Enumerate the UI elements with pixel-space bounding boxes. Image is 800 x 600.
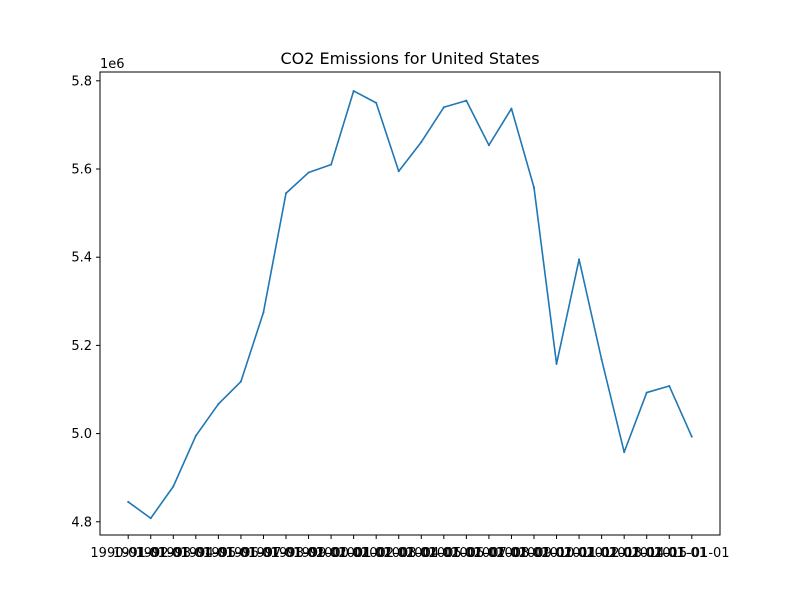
x-tick-label: 2013-01-01 [609,546,685,561]
data-point [397,170,400,173]
x-tick-label: 2012-01-01 [586,546,662,561]
x-tick-label: 2003-01-01 [383,546,459,561]
x-tick-label: 2002-01-01 [361,546,437,561]
data-point [330,163,333,166]
data-point [352,89,355,92]
data-point [217,403,220,406]
x-tick-label: 1993-01-01 [158,546,234,561]
x-tick-label: 1990-01-01 [90,546,166,561]
data-point [194,434,197,437]
data-point [127,500,130,503]
data-point [532,186,535,189]
data-point [465,99,468,102]
y-axis: 4.8 5.0 5.2 5.4 5.6 5.8 [71,74,100,530]
data-point [555,362,558,365]
series-line [127,90,693,520]
x-axis: 1990-01-011991-01-011992-01-011993-01-01… [90,535,730,561]
x-tick-label: 1996-01-01 [226,546,302,561]
x-tick-label: 1997-01-01 [248,546,324,561]
y-tick-label: 5.2 [71,339,92,354]
data-point [645,391,648,394]
x-tick-label: 2006-01-01 [451,546,527,561]
y-offset-label: 1e6 [100,57,125,72]
data-point [578,258,581,261]
data-point [375,101,378,104]
x-tick-label: 2005-01-01 [429,546,505,561]
data-point [149,517,152,520]
plot-area-frame [99,71,721,536]
y-tick-label: 5.8 [71,74,92,89]
x-tick-label: 2014-01-01 [631,546,707,561]
x-tick-label: 2011-01-01 [564,546,640,561]
data-point [285,192,288,195]
x-tick-label: 1999-01-01 [293,546,369,561]
y-tick-label: 5.4 [71,251,92,266]
x-tick-label: 2010-01-01 [541,546,617,561]
data-point [442,106,445,109]
x-tick-label: 2001-01-01 [338,546,414,561]
x-tick-label: 2004-01-01 [406,546,482,561]
data-point [239,380,242,383]
y-tick-label: 5.6 [71,163,92,178]
x-tick-label: 1994-01-01 [181,546,257,561]
data-point [487,144,490,147]
data-point [262,311,265,314]
x-tick-label: 1995-01-01 [203,546,279,561]
x-tick-label: 2008-01-01 [496,546,572,561]
y-tick-label: 4.8 [71,515,92,530]
chart-title: CO2 Emissions for United States [280,49,539,68]
x-tick-label: 1991-01-01 [113,546,189,561]
x-tick-label: 1998-01-01 [271,546,347,561]
x-tick-label: 2007-01-01 [474,546,550,561]
data-point [690,435,693,438]
data-point [420,141,423,144]
y-tick-label: 5.0 [71,427,92,442]
data-point [623,451,626,454]
data-point [307,171,310,174]
x-tick-label: 2000-01-01 [316,546,392,561]
data-point [600,358,603,361]
data-point [510,107,513,110]
series-layer [127,89,693,520]
x-tick-label: 2015-01-01 [654,546,730,561]
data-point [668,384,671,387]
x-tick-label: 2009-01-01 [519,546,595,561]
x-tick-label: 1992-01-01 [136,546,212,561]
data-point [172,485,175,488]
